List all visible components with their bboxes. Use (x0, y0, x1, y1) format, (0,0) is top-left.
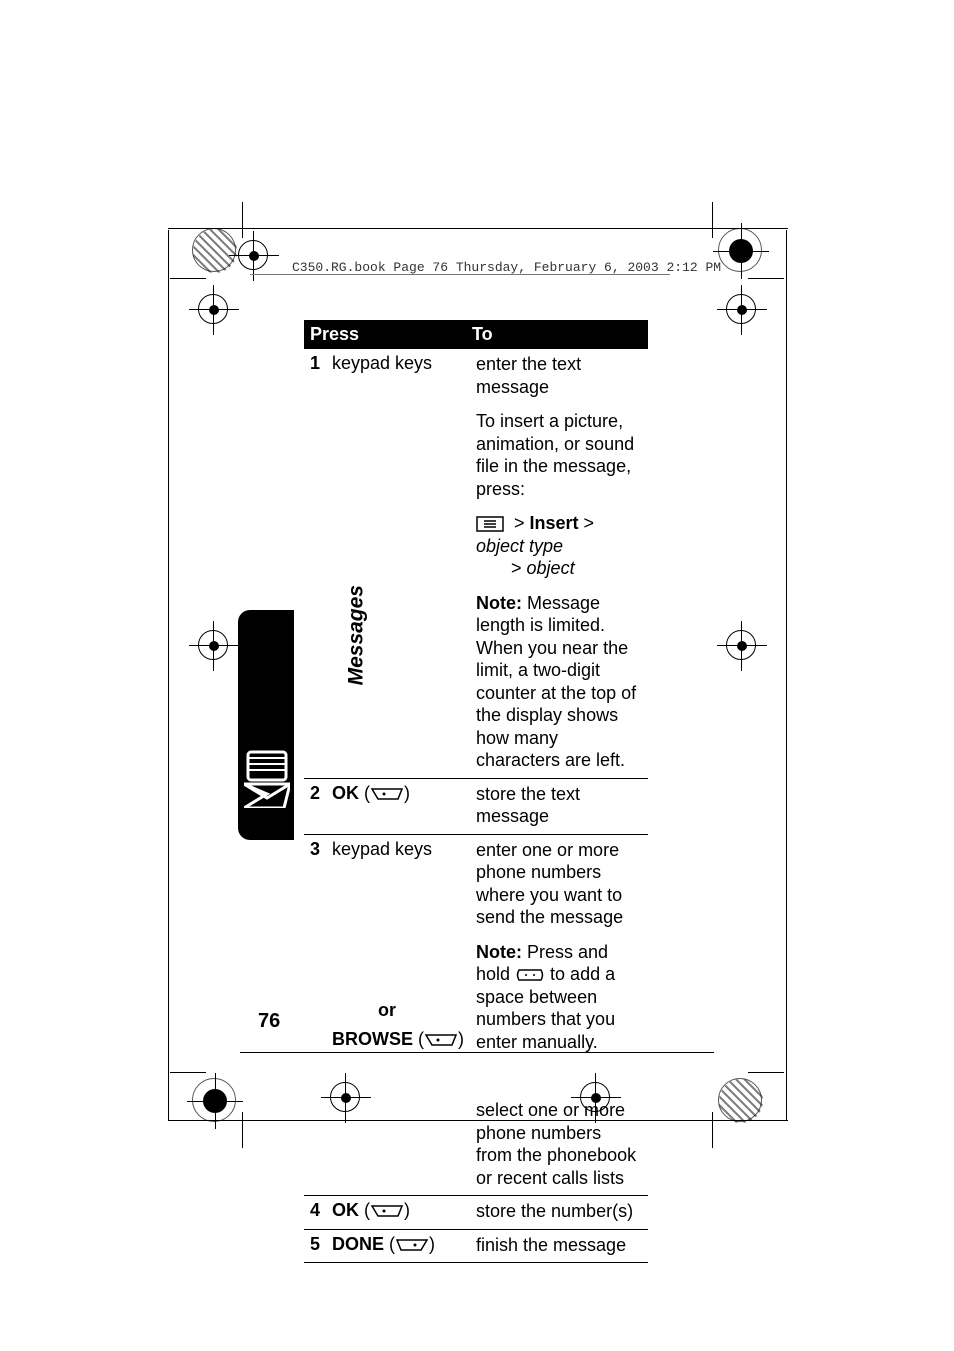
to-text: Note: Press and hold to add a space betw… (476, 941, 642, 1054)
right-softkey-icon (424, 1033, 458, 1047)
note-label: Note: (476, 942, 522, 962)
press-cell: OK () (332, 783, 472, 830)
crop-mark (242, 1112, 243, 1148)
to-cell: store the text message (472, 783, 642, 830)
reg-mark-bl (192, 1078, 236, 1122)
press-cell: DONE () (332, 1234, 472, 1259)
to-text: enter one or more phone numbers where yo… (476, 839, 642, 929)
crosshair-icon (198, 630, 228, 660)
menu-key-icon (476, 516, 504, 532)
or-label: or (332, 1000, 472, 1021)
object: object (527, 558, 575, 578)
key-icon (515, 968, 545, 982)
table-row: 5 DONE () finish the message (304, 1230, 648, 1264)
step-num: 1 (310, 353, 332, 774)
crosshair-icon (238, 240, 268, 270)
table-header: Press To (304, 320, 648, 349)
page-number: 76 (258, 1010, 280, 1033)
table-row: 4 OK () store the number(s) (304, 1196, 648, 1230)
step-num: 3 (310, 839, 332, 1192)
table-row: 1 keypad keys enter the text message To … (304, 349, 648, 779)
crosshair-icon (726, 630, 756, 660)
ok-label: OK (332, 783, 359, 803)
header-rule (250, 274, 670, 275)
to-text: enter the text message (476, 353, 642, 398)
crosshair-icon (726, 294, 756, 324)
browse-option: BROWSE () (332, 1029, 472, 1050)
step-num: 4 (310, 1200, 332, 1225)
crop-mark (170, 278, 206, 279)
object-type: object type (476, 536, 563, 556)
insert-label: Insert (530, 513, 579, 533)
to-text: store the number(s) (476, 1200, 642, 1223)
to-cell: enter one or more phone numbers where yo… (472, 839, 642, 1192)
fold-line (786, 230, 787, 1120)
crop-mark (170, 1072, 206, 1073)
to-text: > Insert > object type > object (476, 512, 642, 580)
to-text: finish the message (476, 1234, 642, 1257)
done-label: DONE (332, 1234, 384, 1254)
instruction-table: Press To 1 keypad keys enter the text me… (304, 320, 648, 1263)
reg-mark-tr (718, 228, 762, 272)
spacer (476, 1065, 642, 1087)
browse-label: BROWSE (332, 1029, 413, 1049)
to-text: Note: Message length is limited. When yo… (476, 592, 642, 772)
reg-mark-tl (192, 228, 236, 272)
press-text: keypad keys (332, 839, 472, 860)
press-cell: keypad keys or BROWSE () (332, 839, 472, 1192)
right-softkey-icon (370, 1204, 404, 1218)
to-cell: enter the text message To insert a pictu… (472, 353, 642, 774)
to-cell: store the number(s) (472, 1200, 642, 1225)
to-text: select one or more phone numbers from th… (476, 1099, 642, 1189)
reg-mark-br (718, 1078, 762, 1122)
to-cell: finish the message (472, 1234, 642, 1259)
hdr-press: Press (310, 324, 472, 345)
crop-mark (748, 1072, 784, 1073)
to-text: To insert a picture, animation, or sound… (476, 410, 642, 500)
hdr-to: To (472, 324, 642, 345)
message-icon (244, 748, 290, 808)
press-cell: OK () (332, 1200, 472, 1225)
fold-line (168, 230, 169, 1120)
to-text: store the text message (476, 783, 642, 828)
press-cell: keypad keys (332, 353, 472, 774)
ok-label: OK (332, 1200, 359, 1220)
table-row: 2 OK () store the text message (304, 779, 648, 835)
print-header: C350.RG.book Page 76 Thursday, February … (292, 260, 721, 275)
note-text: Message length is limited. When you near… (476, 593, 636, 771)
step-num: 2 (310, 783, 332, 830)
crop-mark (712, 1112, 713, 1148)
step-num: 5 (310, 1234, 332, 1259)
crop-mark (242, 202, 243, 238)
right-softkey-icon (370, 787, 404, 801)
crosshair-icon (198, 294, 228, 324)
crop-mark (748, 278, 784, 279)
table-row: 3 keypad keys or BROWSE () enter one or … (304, 835, 648, 1197)
note-label: Note: (476, 593, 522, 613)
crop-mark (712, 202, 713, 238)
fold-line (168, 228, 788, 229)
left-softkey-icon (395, 1238, 429, 1252)
